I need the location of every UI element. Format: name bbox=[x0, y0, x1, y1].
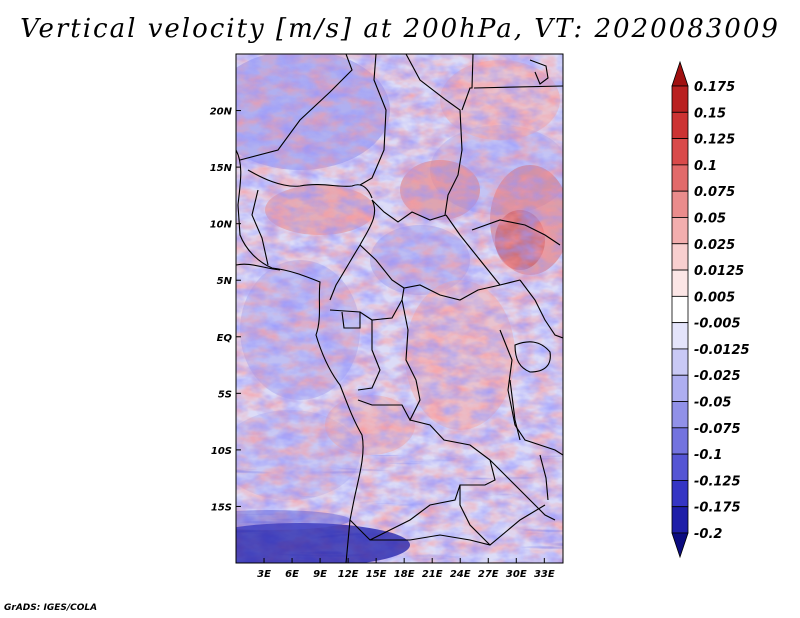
x-tick-label: 33E bbox=[534, 569, 555, 580]
border-benin bbox=[251, 189, 269, 266]
colorbar-label: 0.005 bbox=[694, 290, 735, 305]
colorbar-label: -0.025 bbox=[694, 369, 741, 384]
colorbar-segment bbox=[671, 111, 689, 139]
colorbar-label: -0.2 bbox=[694, 527, 722, 542]
border-equatorial-guinea bbox=[341, 311, 361, 329]
colorbar-label: -0.125 bbox=[694, 474, 741, 489]
map-title: Vertical velocity [m/s] at 200hPa, VT: 2… bbox=[20, 14, 780, 44]
border-libya-sudan bbox=[405, 54, 463, 216]
lake-victoria bbox=[514, 341, 551, 373]
x-tick-label: 21E bbox=[422, 569, 443, 580]
x-axis: 3E 6E 9E 12E 15E 18E 21E 24E 27E 30E 33E bbox=[257, 558, 555, 580]
border-tanzania-drc bbox=[499, 329, 563, 456]
x-tick-label: 18E bbox=[394, 569, 415, 580]
x-tick-label: 9E bbox=[313, 569, 327, 580]
colorbar-segment bbox=[671, 138, 689, 166]
colorbar-label: -0.0125 bbox=[694, 343, 750, 358]
border-namibia-botswana bbox=[349, 504, 546, 546]
colorbar-segment bbox=[671, 322, 689, 350]
x-tick-label: 30E bbox=[506, 569, 527, 580]
colorbar-segment bbox=[671, 453, 689, 481]
colorbar-label: 0.1 bbox=[694, 159, 717, 174]
y-tick-label: 5S bbox=[218, 389, 232, 400]
colorbar-label: 0.05 bbox=[694, 211, 726, 226]
y-tick-label: 10N bbox=[210, 220, 233, 231]
colorbar-segment bbox=[671, 164, 689, 192]
border-nigeria-north bbox=[247, 169, 373, 199]
colorbar: 0.175 0.15 0.125 0.1 0.075 0.05 0.025 0.0125 0.0… bbox=[671, 60, 750, 559]
colorbar-label: -0.175 bbox=[694, 501, 741, 516]
border-drc-angola bbox=[357, 299, 421, 422]
x-tick-label: 3E bbox=[257, 569, 271, 580]
plot-frame bbox=[235, 53, 564, 564]
border-egypt-sudan bbox=[473, 85, 563, 89]
border-egypt bbox=[461, 54, 474, 111]
colorbar-bottom-triangle bbox=[671, 532, 689, 559]
x-tick-label: 27E bbox=[478, 569, 499, 580]
colorbar-label: 0.175 bbox=[694, 80, 735, 95]
grads-credit: GrADS: IGES/COLA bbox=[4, 603, 98, 613]
colorbar-segment bbox=[671, 217, 689, 245]
nile-delta bbox=[529, 59, 549, 85]
colorbar-label: 0.025 bbox=[694, 238, 735, 253]
border-car-south bbox=[359, 244, 521, 301]
lake-malawi bbox=[539, 454, 549, 501]
strong-descent-band bbox=[236, 523, 410, 563]
colorbar-label: 0.125 bbox=[694, 133, 735, 148]
y-tick-label: 5N bbox=[217, 276, 233, 287]
colorbar-top-triangle bbox=[671, 60, 689, 87]
colorbar-segment bbox=[671, 506, 689, 534]
border-gabon-congo bbox=[329, 287, 405, 321]
border-ethiopia bbox=[471, 219, 561, 246]
y-tick-label: EQ bbox=[217, 333, 233, 344]
border-congo-drc bbox=[357, 320, 381, 391]
colorbar-segment bbox=[671, 269, 689, 297]
colorbar-segment bbox=[671, 374, 689, 402]
border-south-sudan bbox=[445, 214, 501, 286]
colorbar-segment bbox=[671, 427, 689, 455]
colorbar-label: 0.15 bbox=[694, 106, 726, 121]
border-zambia-zimbabwe bbox=[459, 485, 491, 546]
y-axis: 20N 15N 10N 5N EQ 5S 10S 15S bbox=[210, 107, 241, 513]
border-uganda-kenya bbox=[519, 279, 563, 339]
x-tick-label: 6E bbox=[285, 569, 299, 580]
gulf-of-guinea-coast bbox=[236, 263, 281, 271]
descent-band-upper bbox=[236, 510, 350, 530]
border-algeria-niger bbox=[239, 54, 353, 161]
colorbar-segment bbox=[671, 295, 689, 324]
colorbar-label: -0.05 bbox=[694, 396, 731, 411]
colorbar-segment bbox=[671, 243, 689, 271]
x-tick-label: 24E bbox=[450, 569, 471, 580]
colorbar-label: 0.0125 bbox=[694, 264, 744, 279]
colorbar-label: -0.075 bbox=[694, 422, 741, 437]
lake-tanganyika bbox=[509, 379, 521, 441]
y-tick-label: 10S bbox=[211, 446, 232, 457]
coastlines-and-borders bbox=[236, 54, 563, 563]
border-zambia-mozambique bbox=[489, 459, 556, 521]
colorbar-segment bbox=[671, 85, 689, 113]
x-tick-label: 12E bbox=[338, 569, 359, 580]
x-tick-label: 15E bbox=[366, 569, 387, 580]
colorbar-segment bbox=[671, 190, 689, 218]
colorbar-segment bbox=[671, 348, 689, 376]
border-angola-zambia bbox=[369, 419, 496, 541]
atlantic-coastline bbox=[236, 149, 364, 563]
border-chad-south bbox=[371, 199, 447, 223]
colorbar-label: 0.075 bbox=[694, 185, 735, 200]
y-tick-label: 15N bbox=[210, 163, 233, 174]
colorbar-label: -0.005 bbox=[694, 317, 741, 332]
border-niger-chad bbox=[359, 54, 387, 186]
y-tick-label: 15S bbox=[211, 502, 232, 513]
velocity-field bbox=[236, 54, 563, 563]
colorbar-segment bbox=[671, 480, 689, 508]
y-tick-label: 20N bbox=[210, 107, 233, 118]
colorbar-segment bbox=[671, 401, 689, 429]
colorbar-label: -0.1 bbox=[694, 448, 722, 463]
